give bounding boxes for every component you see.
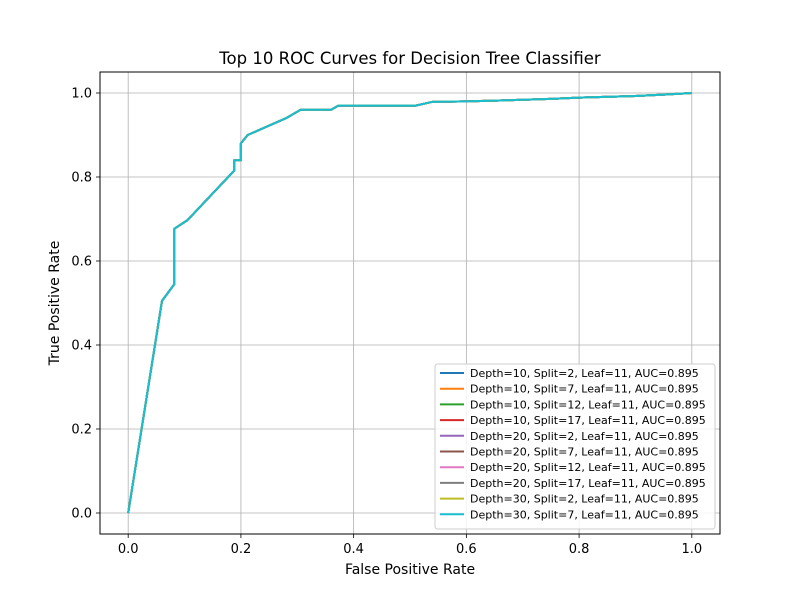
legend-entry-label: Depth=10, Split=2, Leaf=11, AUC=0.895 <box>470 367 699 380</box>
legend-entry-label: Depth=20, Split=2, Leaf=11, AUC=0.895 <box>470 430 699 443</box>
x-tick-label: 0.0 <box>118 542 139 557</box>
legend-entry-label: Depth=30, Split=7, Leaf=11, AUC=0.895 <box>470 508 699 521</box>
legend: Depth=10, Split=2, Leaf=11, AUC=0.895 Dep… <box>434 363 716 530</box>
x-tick-label: 1.0 <box>681 542 702 557</box>
y-tick-label: 1.0 <box>71 87 92 102</box>
axis-ticks: 0.0 0.2 0.4 0.6 0.8 1.0 0.0 0.2 0.4 0.6 0.8 1.0 <box>71 87 702 558</box>
x-tick-label: 0.6 <box>456 542 477 557</box>
legend-entry-label: Depth=10, Split=17, Leaf=11, AUC=0.895 <box>470 414 706 427</box>
x-axis-label: False Positive Rate <box>345 562 475 578</box>
legend-entry-label: Depth=10, Split=12, Leaf=11, AUC=0.895 <box>470 398 706 411</box>
legend-entry-label: Depth=30, Split=2, Leaf=11, AUC=0.895 <box>470 493 699 506</box>
legend-box <box>434 363 716 530</box>
y-tick-label: 0.4 <box>71 339 92 354</box>
y-tick-label: 0.2 <box>71 423 92 438</box>
chart-title: Top 10 ROC Curves for Decision Tree Clas… <box>218 49 601 68</box>
legend-entry-label: Depth=10, Split=7, Leaf=11, AUC=0.895 <box>470 383 699 396</box>
x-tick-label: 0.8 <box>569 542 590 557</box>
x-tick-label: 0.2 <box>231 542 252 557</box>
x-tick-label: 0.4 <box>343 542 364 557</box>
grid-lines <box>100 72 720 534</box>
y-tick-label: 0.6 <box>71 255 92 270</box>
y-axis-label: True Positive Rate <box>47 241 63 367</box>
legend-entry-label: Depth=20, Split=17, Leaf=11, AUC=0.895 <box>470 477 706 490</box>
plot-area-frame <box>99 71 721 535</box>
y-tick-label: 0.8 <box>71 171 92 186</box>
series-lines <box>127 92 692 514</box>
legend-entry-label: Depth=20, Split=7, Leaf=11, AUC=0.895 <box>470 446 699 459</box>
y-tick-label: 0.0 <box>71 507 92 522</box>
series-line-10 <box>127 92 692 514</box>
legend-entry-label: Depth=20, Split=12, Leaf=11, AUC=0.895 <box>470 461 706 474</box>
